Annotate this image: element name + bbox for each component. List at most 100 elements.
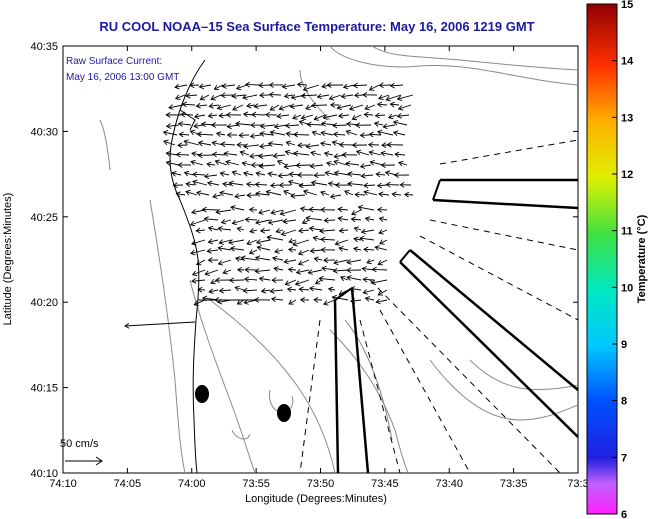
current-vector (215, 208, 232, 215)
current-vector (320, 206, 336, 213)
current-vector (267, 219, 284, 226)
current-vector (163, 139, 176, 146)
current-vector (211, 151, 226, 158)
current-vector (243, 299, 258, 305)
current-vector (287, 266, 297, 273)
current-vector (242, 94, 258, 100)
current-vector (313, 114, 326, 121)
x-tick-label: 73:3 (567, 478, 588, 490)
current-vector (267, 171, 278, 177)
current-vector (376, 182, 388, 189)
current-vector (359, 163, 372, 169)
colorbar-tick-label: 12 (621, 169, 633, 181)
current-vector (244, 266, 258, 273)
current-vector (198, 83, 212, 90)
current-vector (320, 246, 336, 253)
current-vector (255, 190, 270, 197)
current-vector (231, 170, 242, 176)
current-vector (308, 225, 323, 232)
current-vector (207, 112, 218, 119)
current-vector (379, 239, 388, 245)
current-vector (204, 269, 219, 276)
current-vector (239, 150, 250, 156)
current-vector (376, 101, 388, 108)
current-vector (190, 249, 206, 256)
current-vector (222, 181, 232, 188)
current-vector (337, 216, 349, 222)
current-vector (287, 246, 297, 253)
current-vector (289, 103, 304, 110)
current-vector (320, 236, 336, 243)
current-vector (377, 289, 388, 296)
current-vector (243, 276, 258, 283)
x-axis-ticks: 74:10 74:05 74:00 73:55 73:50 73:45 73:40 73:35… (49, 46, 589, 490)
current-vector (285, 140, 296, 147)
current-vector (310, 180, 328, 186)
colorbar-tick-label: 14 (621, 56, 634, 68)
current-vector (316, 93, 330, 100)
y-tick-label: 40:30 (30, 126, 58, 138)
current-vector (177, 121, 192, 127)
current-vector (351, 209, 362, 216)
current-vector (297, 259, 310, 266)
current-vector (369, 159, 384, 166)
current-vector (310, 102, 328, 109)
current-vector (214, 277, 232, 284)
current-vector (336, 104, 352, 111)
current-vector (297, 249, 310, 256)
current-vector (206, 180, 220, 187)
current-vector (345, 160, 360, 167)
current-vector (226, 123, 240, 130)
current-vector (341, 151, 358, 158)
current-vector (380, 162, 396, 169)
current-vector (355, 149, 370, 156)
current-vector (185, 92, 198, 99)
current-vector (177, 162, 192, 168)
current-vector (203, 216, 219, 222)
current-vector (368, 131, 382, 138)
surface-current-vectors (124, 81, 414, 329)
current-vector (196, 190, 210, 197)
current-vector (338, 112, 350, 119)
current-vector (210, 122, 228, 128)
current-vector (277, 172, 290, 179)
current-vector (235, 121, 252, 127)
station-markers (195, 385, 291, 422)
colorbar-tick-label: 11 (621, 226, 633, 238)
current-vector (245, 181, 256, 188)
current-vector (301, 219, 310, 225)
current-vector (228, 277, 245, 284)
current-vector (254, 255, 271, 262)
current-vector (363, 189, 378, 196)
current-vector (298, 182, 316, 189)
x-tick-label: 73:50 (307, 478, 335, 490)
current-vector (308, 285, 323, 292)
current-vector (249, 228, 258, 234)
current-vector (228, 239, 245, 245)
bathymetry-contours (99, 45, 579, 474)
legend-current-time: May 16, 2006 13:00 GMT (66, 72, 179, 83)
current-vector (370, 279, 388, 286)
current-vector (371, 266, 388, 273)
current-vector (351, 142, 368, 149)
current-vector (175, 151, 190, 158)
current-vector (288, 238, 297, 244)
current-vector (349, 286, 362, 292)
current-vector (333, 159, 348, 166)
current-vector (337, 206, 349, 213)
current-vector (320, 120, 336, 127)
colorbar-tick-label: 7 (621, 452, 627, 464)
current-vector (214, 297, 260, 303)
current-vector (378, 229, 388, 235)
current-vector (217, 226, 232, 232)
current-vector (392, 119, 408, 126)
current-vector (385, 181, 400, 188)
y-tick-label: 40:25 (30, 212, 58, 224)
current-vector (329, 193, 342, 200)
current-vector (347, 180, 364, 187)
current-vector (217, 245, 232, 252)
current-vector (219, 190, 234, 197)
current-vector (269, 104, 280, 111)
current-vector (165, 160, 180, 166)
current-vector (348, 104, 364, 111)
